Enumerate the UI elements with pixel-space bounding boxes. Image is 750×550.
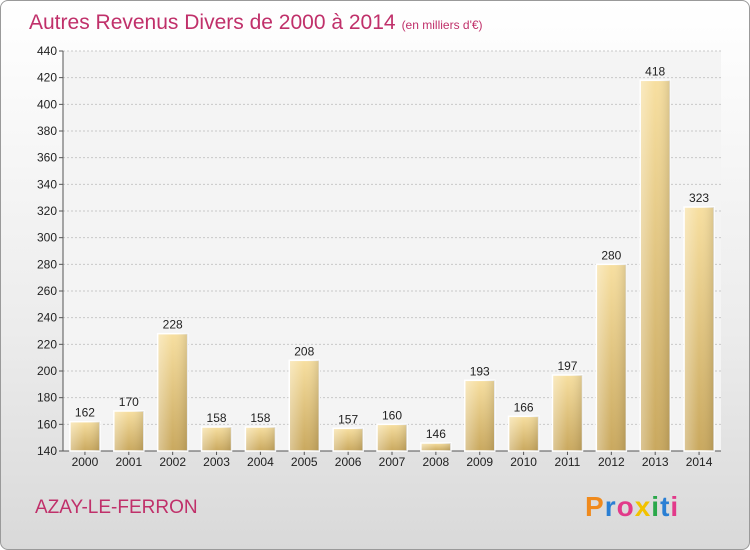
y-tick-label: 320 [37,204,57,218]
y-tick-label: 380 [37,124,57,138]
bar-shade [245,427,276,451]
x-tick-label: 2014 [686,455,713,469]
y-tick-label: 180 [37,391,57,405]
bar-shade [508,416,539,451]
y-tick-label: 260 [37,284,57,298]
bar-shade [464,380,495,451]
y-tick-label: 240 [37,311,57,325]
x-tick-label: 2013 [642,455,669,469]
bar-shade [552,375,583,451]
logo-letter: o [616,491,635,522]
bar-shade [113,411,144,451]
bar-shade [289,360,320,451]
bar-shade [157,333,188,451]
x-tick-label: 2006 [335,455,362,469]
data-label: 197 [557,359,577,373]
x-tick-label: 2007 [379,455,406,469]
x-tick-label: 2008 [423,455,450,469]
bar-shade [333,428,364,451]
y-tick-label: 280 [37,257,57,271]
bar-shade [684,207,715,451]
bar-shade [420,443,451,451]
x-tick-label: 2001 [115,455,142,469]
y-tick-label: 340 [37,177,57,191]
data-label: 323 [689,191,709,205]
x-tick-label: 2000 [72,455,99,469]
data-label: 208 [294,344,314,358]
x-tick-label: 2002 [159,455,186,469]
data-label: 193 [470,364,490,378]
y-tick-label: 300 [37,231,57,245]
proxiti-logo[interactable]: Proxiti [585,491,679,523]
y-tick-label: 160 [37,417,57,431]
data-label: 280 [601,248,621,262]
x-tick-label: 2010 [510,455,537,469]
x-tick-label: 2003 [203,455,230,469]
data-label: 162 [75,406,95,420]
x-tick-label: 2005 [291,455,318,469]
y-tick-label: 440 [37,44,57,58]
logo-letter: i [670,491,680,522]
bar-shade [596,264,627,451]
y-tick-label: 420 [37,71,57,85]
bar-shade [69,421,100,451]
x-tick-label: 2009 [466,455,493,469]
x-tick-label: 2011 [555,455,581,469]
y-tick-label: 360 [37,151,57,165]
data-label: 146 [426,427,446,441]
logo-letter: P [585,491,605,522]
logo-letter: r [604,491,617,522]
bar-shade [201,427,232,451]
place-name: AZAY-LE-FERRON [35,497,198,518]
x-tick-label: 2012 [598,455,625,469]
data-label: 158 [207,411,227,425]
bar-shade [377,424,407,451]
logo-letter: i [651,491,661,522]
data-label: 170 [119,395,139,409]
data-label: 160 [382,408,402,422]
data-label: 418 [645,64,665,78]
data-label: 228 [163,318,183,332]
y-tick-label: 140 [37,444,57,458]
y-tick-label: 200 [37,364,57,378]
bar-shade [640,80,671,451]
x-tick-label: 2004 [247,455,274,469]
chart-title: Autres Revenus Divers de 2000 à 2014 (en … [29,11,483,34]
logo-letter: t [660,491,671,522]
y-tick-label: 400 [37,97,57,111]
y-tick-label: 220 [37,337,57,351]
logo-letter: x [634,491,652,522]
chart-subtitle: (en milliers d'€) [401,18,483,32]
data-label: 166 [514,400,534,414]
data-label: 158 [250,411,270,425]
data-label: 157 [338,412,358,426]
